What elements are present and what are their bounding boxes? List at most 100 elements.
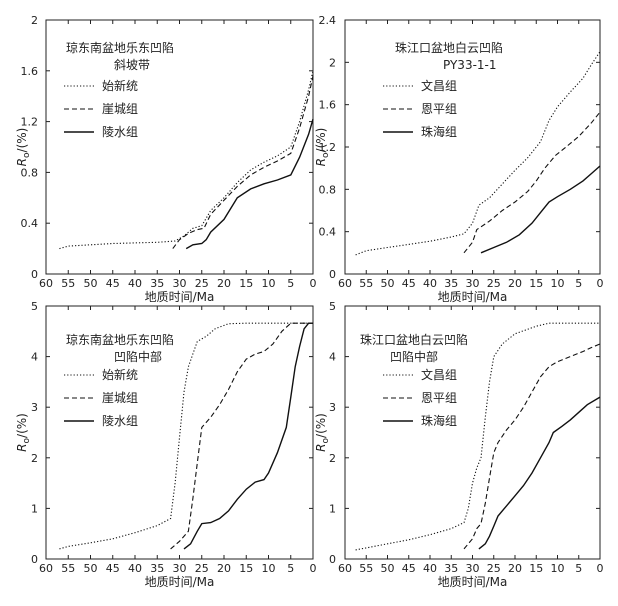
legend-label-1: 文昌组 xyxy=(421,367,457,382)
x-axis-label: 地质时间/Ma xyxy=(438,575,508,589)
panel-title-line-1: 珠江口盆地白云凹陷 xyxy=(395,40,503,55)
x-tick-label: 30 xyxy=(466,562,480,575)
x-tick-label: 50 xyxy=(84,277,98,290)
y-tick-label: 5 xyxy=(31,300,38,313)
panel-title-line-2: PY33-1-1 xyxy=(443,58,497,72)
x-tick-label: 50 xyxy=(381,277,395,290)
y-tick-label: 1 xyxy=(329,502,336,515)
y-axis-symbol: R xyxy=(314,443,328,451)
x-tick-label: 50 xyxy=(84,562,98,575)
x-tick-label: 0 xyxy=(310,277,317,290)
x-tick-label: 55 xyxy=(359,277,373,290)
y-axis-subscript: o xyxy=(22,437,32,443)
y-tick-label: 0 xyxy=(31,268,38,281)
x-tick-label: 20 xyxy=(508,277,522,290)
x-tick-label: 35 xyxy=(150,562,164,575)
legend-label-2: 恩平组 xyxy=(421,391,457,405)
plot-frame xyxy=(45,19,314,275)
series-line-1 xyxy=(59,322,313,550)
x-tick-label: 15 xyxy=(239,277,253,290)
x-tick-label: 25 xyxy=(195,562,209,575)
series-line-3 xyxy=(185,118,314,250)
legend-label-3: 珠海组 xyxy=(421,124,457,139)
x-axis-label: 地质时间/Ma xyxy=(145,575,215,589)
x-tick-label: 35 xyxy=(444,562,458,575)
y-tick-label: 4 xyxy=(329,351,336,364)
y-axis-subscript: o xyxy=(321,437,331,443)
y-tick-label: 2.4 xyxy=(319,14,337,27)
x-tick-label: 15 xyxy=(529,562,543,575)
x-tick-label: 0 xyxy=(310,562,317,575)
legend-label-2: 恩平组 xyxy=(421,102,457,116)
y-tick-label: 2 xyxy=(329,452,336,465)
x-tick-label: 40 xyxy=(128,277,142,290)
chart-panel-4: 60 55 50 45 40 35 30 25 20 15 10 5 0012345Ro/(%)地质时间… xyxy=(314,300,604,589)
x-tick-label: 60 xyxy=(338,277,352,290)
panel-title-line-1: 琼东南盆地乐东凹陷 xyxy=(66,40,174,55)
legend-label-1: 文昌组 xyxy=(421,78,457,93)
series-line-1 xyxy=(355,322,600,551)
x-tick-label: 40 xyxy=(128,562,142,575)
y-tick-label: 1.2 xyxy=(21,116,39,129)
x-tick-label: 15 xyxy=(529,277,543,290)
x-tick-label: 45 xyxy=(106,562,120,575)
series-line-1 xyxy=(355,51,601,256)
y-tick-label: 5 xyxy=(329,300,336,313)
x-tick-label: 35 xyxy=(444,277,458,290)
x-tick-label: 30 xyxy=(173,562,187,575)
y-tick-label: 1 xyxy=(31,502,38,515)
y-axis-label: Ro/(%) xyxy=(314,413,331,452)
y-tick-label: 1.6 xyxy=(319,99,337,112)
x-tick-label: 25 xyxy=(195,277,209,290)
x-tick-label: 0 xyxy=(597,277,604,290)
y-tick-label: 3 xyxy=(31,401,38,414)
y-tick-label: 0.8 xyxy=(21,166,39,179)
y-tick-label: 0.8 xyxy=(319,183,337,196)
x-tick-label: 0 xyxy=(597,562,604,575)
y-tick-label: 2 xyxy=(31,14,38,27)
y-axis-symbol: R xyxy=(314,158,328,166)
x-tick-label: 35 xyxy=(150,277,164,290)
x-tick-label: 40 xyxy=(423,277,437,290)
legend-label-3: 陵水组 xyxy=(102,414,138,428)
series-line-3 xyxy=(183,322,313,550)
y-tick-label: 2 xyxy=(329,56,336,69)
y-axis-unit: /(%) xyxy=(314,413,328,438)
legend-label-3: 珠海组 xyxy=(421,413,457,428)
panel-title-line-1: 琼东南盆地乐东凹陷 xyxy=(66,332,174,347)
x-tick-label: 25 xyxy=(487,277,501,290)
series-line-1 xyxy=(59,70,314,250)
x-tick-label: 10 xyxy=(262,562,276,575)
y-axis-label: Ro/(%) xyxy=(15,128,32,167)
series-line-2 xyxy=(172,75,314,249)
x-tick-label: 15 xyxy=(239,562,253,575)
series-line-2 xyxy=(463,343,601,550)
y-tick-label: 1.2 xyxy=(319,141,337,154)
panel-title-line-2: 斜坡带 xyxy=(114,58,150,72)
x-axis-label: 地质时间/Ma xyxy=(438,290,508,304)
x-tick-label: 20 xyxy=(508,562,522,575)
y-axis-label: Ro/(%) xyxy=(15,413,32,452)
y-axis-symbol: R xyxy=(15,443,29,451)
panel-title-line-2: 凹陷中部 xyxy=(114,349,162,364)
x-tick-label: 5 xyxy=(287,277,294,290)
x-tick-label: 20 xyxy=(217,277,231,290)
y-axis-symbol: R xyxy=(15,158,29,166)
panel-title-line-2: 凹陷中部 xyxy=(390,349,438,364)
legend-label-3: 陵水组 xyxy=(102,125,138,139)
x-tick-label: 25 xyxy=(487,562,501,575)
x-tick-label: 10 xyxy=(262,277,276,290)
series-line-3 xyxy=(478,396,601,550)
x-tick-label: 20 xyxy=(217,562,231,575)
y-axis-unit: /(%) xyxy=(15,128,29,153)
x-tick-label: 30 xyxy=(466,277,480,290)
y-tick-label: 0 xyxy=(329,553,336,566)
x-tick-label: 40 xyxy=(423,562,437,575)
x-tick-label: 50 xyxy=(381,562,395,575)
x-tick-label: 5 xyxy=(287,562,294,575)
legend-label-2: 崖城组 xyxy=(102,391,138,405)
series-line-3 xyxy=(480,165,601,254)
chart-panel-3: 60 55 50 45 40 35 30 25 20 15 10 5 0012345Ro/(%)地质时间… xyxy=(15,300,317,589)
legend-label-2: 崖城组 xyxy=(102,102,138,116)
x-axis-label: 地质时间/Ma xyxy=(145,290,215,304)
